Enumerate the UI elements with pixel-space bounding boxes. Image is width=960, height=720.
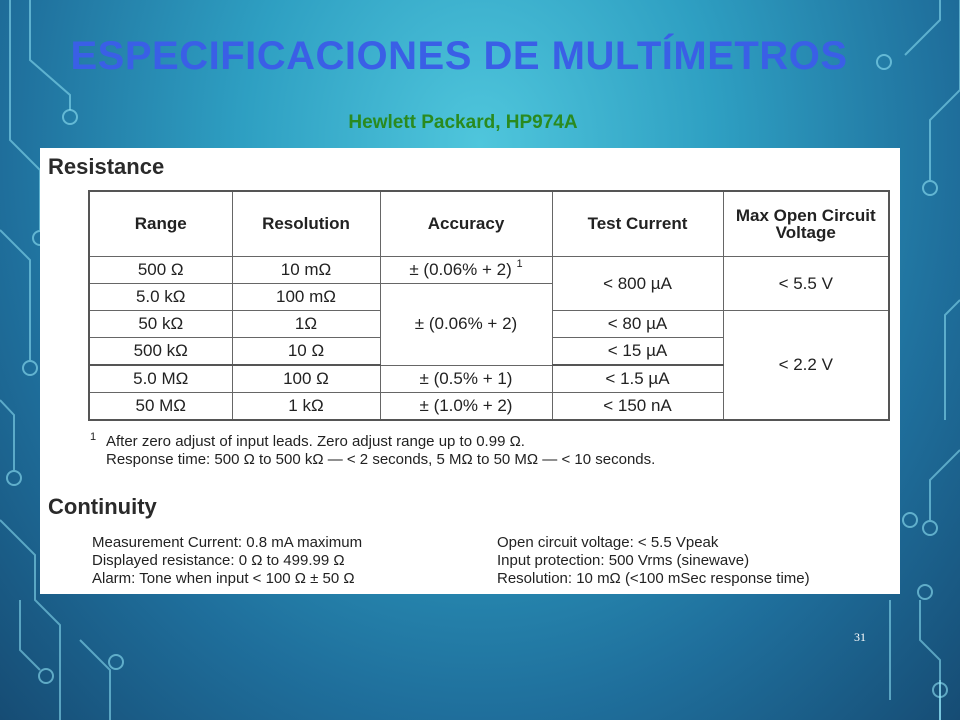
footnote-marker: 1 [516,258,523,270]
continuity-spec-line: Input protection: 500 Vrms (sinewave) [497,552,750,569]
resistance-heading: Resistance [48,154,165,179]
page-number: 31 [854,630,866,644]
accuracy-cell: ± (0.06% + 2) [379,283,553,366]
range-cell: 5.0 MΩ [88,364,233,393]
continuity-right-specs: Open circuit voltage: < 5.5 Vpeak Input … [497,534,810,588]
resolution-cell: 10 mΩ [231,256,381,284]
max-voltage-cell: < 5.5 V [722,256,890,311]
range-cell: 5.0 kΩ [88,283,233,311]
table-row: 500 kΩ 10 Ω < 15 µA [88,337,889,366]
footnote-line: Response time: 500 Ω to 500 kΩ — < 2 sec… [106,451,656,468]
table-row: 5.0 MΩ 100 Ω ± (0.5% + 1) < 1.5 µA [88,364,889,393]
header-max-voltage: Max Open Circuit Voltage [722,190,890,257]
resolution-cell: 100 mΩ [231,283,381,311]
resistance-footnote: 1 After zero adjust of input leads. Zero… [90,431,656,469]
range-cell: 50 MΩ [88,392,233,421]
test-current-cell: < 80 µA [551,310,724,338]
resistance-table: Range Resolution Accuracy Test Current M… [88,190,890,421]
table-row: 50 MΩ 1 kΩ ± (1.0% + 2) < 150 nA [88,392,889,421]
header-accuracy: Accuracy [379,190,553,257]
resolution-cell: 100 Ω [231,364,381,393]
test-current-cell: < 1.5 µA [551,364,724,393]
footnote-line: After zero adjust of input leads. Zero a… [106,433,525,450]
range-cell: 500 Ω [88,256,233,284]
continuity-spec-line: Open circuit voltage: < 5.5 Vpeak [497,534,719,551]
slide-title: ESPECIFICACIONES DE MULTÍMETROS [70,34,848,78]
accuracy-cell: ± (1.0% + 2) [379,392,553,421]
max-voltage-cell: < 2.2 V [722,310,890,421]
footnote-number: 1 [90,431,97,443]
resolution-cell: 1 kΩ [231,392,381,421]
test-current-cell: < 15 µA [551,337,724,366]
spec-sheet-image: Resistance Range Resolution Accuracy Tes… [40,148,900,594]
accuracy-cell: ± (0.5% + 1) [379,364,553,393]
header-test-current: Test Current [551,190,724,257]
accuracy-cell: ± (0.06% + 2) 1 [379,256,553,284]
continuity-heading: Continuity [48,494,157,519]
table-row: 5.0 kΩ 100 mΩ ± (0.06% + 2) [88,283,889,366]
continuity-left-specs: Measurement Current: 0.8 mA maximum Disp… [92,534,362,588]
resolution-cell: 10 Ω [231,337,381,366]
continuity-spec-line: Resolution: 10 mΩ (<100 mSec response ti… [497,570,810,587]
continuity-spec-line: Measurement Current: 0.8 mA maximum [92,534,363,551]
header-resolution: Resolution [231,190,381,257]
test-current-cell: < 150 nA [551,392,724,421]
table-row: 500 Ω 10 mΩ ± (0.06% + 2) 1 < 800 µA < 5… [88,256,890,311]
slide-subtitle: Hewlett Packard, HP974A [348,112,578,133]
table-header-row: Range Resolution Accuracy Test Current M… [88,190,890,257]
continuity-spec-line: Displayed resistance: 0 Ω to 499.99 Ω [92,552,345,569]
header-range: Range [88,190,233,257]
test-current-cell: < 800 µA [551,256,724,311]
range-cell: 500 kΩ [88,337,233,366]
continuity-spec-line: Alarm: Tone when input < 100 Ω ± 50 Ω [92,570,355,587]
table-row: 50 kΩ 1Ω < 80 µA < 2.2 V [88,310,890,421]
resolution-cell: 1Ω [231,310,381,338]
range-cell: 50 kΩ [88,310,233,338]
